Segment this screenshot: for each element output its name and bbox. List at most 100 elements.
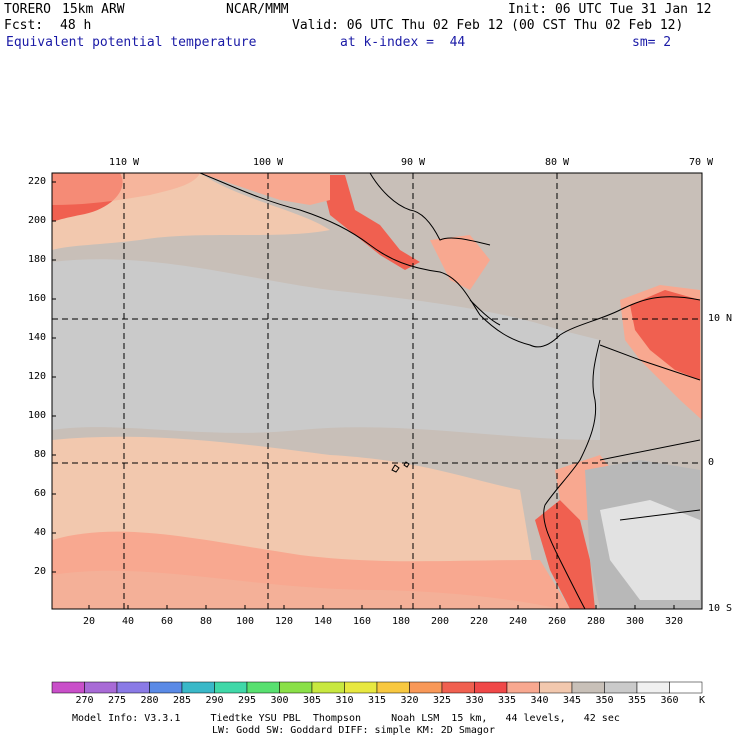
x-tick-label: 200 — [430, 616, 450, 627]
colorbar-swatch — [214, 681, 248, 694]
x-tick-label: 140 — [313, 616, 333, 627]
warm-region-mexico — [320, 175, 420, 270]
y-tick-label: 20 — [33, 566, 46, 577]
colorbar-label: 280 — [140, 695, 159, 706]
model-name: TORERO — [4, 2, 51, 17]
colorbar-swatch — [279, 681, 313, 694]
model-resolution: 15km ARW — [62, 2, 125, 17]
colorbar-label: 340 — [530, 695, 549, 706]
colorbar — [51, 681, 703, 694]
x-tick-label: 260 — [547, 616, 567, 627]
colorbar-label: 285 — [172, 695, 192, 706]
lon-label: 90 W — [400, 157, 426, 168]
colorbar-label: 360 — [660, 695, 679, 706]
colorbar-label: 350 — [595, 695, 614, 706]
grey-band-350 — [52, 259, 600, 440]
y-tick-label: 160 — [27, 293, 46, 304]
colorbar-label: 330 — [465, 695, 484, 706]
warm-region-peru-coast — [535, 500, 595, 609]
salmon-strip-south — [52, 570, 560, 609]
colorbar-swatch — [84, 681, 118, 694]
colorbar-label: 320 — [400, 695, 419, 706]
coastlines — [199, 173, 701, 609]
organization: NCAR/MMM — [226, 2, 289, 17]
x-tick-label: 120 — [274, 616, 294, 627]
x-tick-label: 220 — [469, 616, 489, 627]
x-tick-label: 40 — [121, 616, 135, 627]
y-tick-label: 140 — [27, 332, 46, 343]
colorbar-label: 325 — [432, 695, 452, 706]
lat-label: 0 — [708, 457, 715, 468]
y-tick-label: 220 — [27, 176, 46, 187]
colorbar-label: 305 — [302, 695, 322, 706]
colorbar-unit: K — [698, 695, 706, 706]
x-tick-label: 160 — [352, 616, 372, 627]
y-tick-label: 200 — [27, 215, 46, 226]
colorbar-swatch — [636, 681, 670, 694]
colorbar-swatch — [51, 681, 85, 694]
colorbar-swatch — [604, 681, 638, 694]
x-tick-label: 280 — [586, 616, 606, 627]
colorbar-label: 270 — [75, 695, 94, 706]
colorbar-swatch — [149, 681, 183, 694]
colorbar-swatch — [539, 681, 573, 694]
y-tick-label: 120 — [27, 371, 46, 382]
colorbar-swatch — [474, 681, 508, 694]
lon-label: 100 W — [252, 157, 284, 168]
colorbar-swatch — [506, 681, 540, 694]
model-info: Model Info: V3.3.1 Tiedtke YSU PBL Thomp… — [72, 713, 620, 724]
y-tick-label: 60 — [33, 488, 46, 499]
colorbar-swatch — [409, 681, 443, 694]
y-tick-label: 100 — [27, 410, 46, 421]
x-tick-label: 240 — [508, 616, 528, 627]
colorbar-label: 355 — [627, 695, 647, 706]
lat-label: 10 S — [708, 603, 733, 614]
colorbar-swatch — [116, 681, 150, 694]
y-tick-label: 80 — [33, 449, 46, 460]
field-name: Equivalent potential temperature — [6, 35, 257, 50]
x-tick-label: 320 — [664, 616, 684, 627]
colorbar-label: 310 — [335, 695, 354, 706]
x-tick-label: 100 — [235, 616, 255, 627]
lat-label: 10 N — [708, 313, 733, 324]
valid-time: Valid: 06 UTC Thu 02 Feb 12 (00 CST Thu … — [292, 18, 684, 33]
lon-label: 80 W — [544, 157, 570, 168]
warm-halo-nw — [52, 173, 200, 205]
y-tick-label: 180 — [27, 254, 46, 265]
map-frame — [51, 172, 703, 610]
colorbar-label: 315 — [367, 695, 387, 706]
colorbar-label: 275 — [107, 695, 127, 706]
x-tick-label: 80 — [199, 616, 213, 627]
colorbar-label: 290 — [205, 695, 224, 706]
colorbar-label: 300 — [270, 695, 289, 706]
colorbar-swatch — [376, 681, 410, 694]
lon-label: 110 W — [108, 157, 140, 168]
warm-region-caribbean — [430, 235, 490, 290]
colorbar-swatch — [344, 681, 378, 694]
forecast-label: Fcst: — [4, 18, 44, 33]
colorbar-label: 295 — [237, 695, 257, 706]
x-tick-label: 300 — [625, 616, 645, 627]
colorbar-label: 335 — [497, 695, 517, 706]
graticule — [52, 173, 702, 609]
x-tick-label: 180 — [391, 616, 411, 627]
colorbar-swatch — [181, 681, 215, 694]
lon-label: 70 W — [688, 157, 714, 168]
x-tick-label: 20 — [82, 616, 96, 627]
model-physics: LW: Godd SW: Goddard DIFF: simple KM: 2D… — [212, 725, 495, 736]
colorbar-label: 345 — [562, 695, 582, 706]
warm-region-mexico-west — [200, 173, 330, 205]
forecast-hours: 48 h — [60, 18, 92, 33]
init-time: Init: 06 UTC Tue 31 Jan 12 — [508, 2, 712, 17]
x-tick-label: 60 — [160, 616, 174, 627]
smoothing-info: sm= 2 — [632, 35, 672, 50]
very-cold-region-andes — [600, 500, 700, 600]
colorbar-swatch — [311, 681, 345, 694]
y-tick-label: 40 — [33, 527, 46, 538]
colorbar-swatch — [669, 681, 703, 694]
colorbar-swatch — [246, 681, 280, 694]
colorbar-swatch — [571, 681, 605, 694]
level-info: at k-index = 44 — [340, 35, 466, 50]
warm-region-colombia — [630, 290, 700, 380]
